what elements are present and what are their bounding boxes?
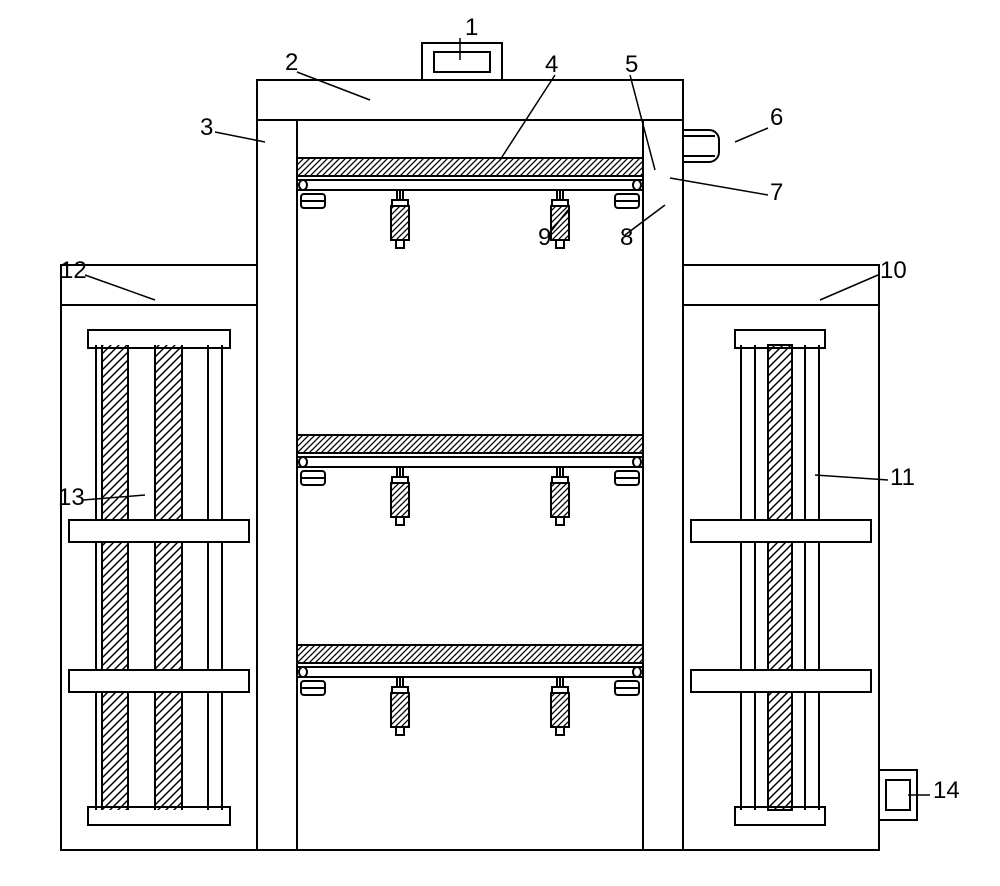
left-bar-hatch [102, 345, 128, 810]
shelf-plate [297, 158, 643, 176]
left-crossbar [69, 670, 249, 692]
shelf-plate [297, 645, 643, 663]
shelf-bar [297, 180, 643, 190]
label-14: 14 [933, 777, 960, 804]
right-crossbar [691, 670, 871, 692]
label-10: 10 [880, 257, 907, 284]
hanger-body [391, 206, 409, 240]
hanger-body [391, 693, 409, 727]
bottom-right-inner [886, 780, 910, 810]
label-3: 3 [200, 114, 213, 141]
hanger-body [551, 693, 569, 727]
leader-line-6 [735, 128, 768, 142]
label-4: 4 [545, 51, 558, 78]
hanger-tip [396, 727, 404, 735]
hanger-tip [556, 727, 564, 735]
leader-line-4 [500, 75, 555, 160]
leader-line-7 [670, 178, 768, 195]
label-2: 2 [285, 49, 298, 76]
label-8: 8 [620, 224, 633, 251]
right-crossbar [691, 520, 871, 542]
label-7: 7 [770, 179, 783, 206]
label-6: 6 [770, 104, 783, 131]
left-bar-hatch [155, 345, 182, 810]
shelf-bar [297, 457, 643, 467]
side-unit [683, 130, 719, 162]
left-crossbar [69, 520, 249, 542]
main-cabinet-outer [257, 80, 683, 850]
label-12: 12 [60, 257, 87, 284]
top-unit-inner [434, 52, 490, 72]
hanger-body [391, 483, 409, 517]
leader-line-2 [297, 72, 370, 100]
right-hatch-bar [768, 345, 792, 810]
hanger-body [551, 483, 569, 517]
label-5: 5 [625, 51, 638, 78]
label-1: 1 [465, 14, 478, 41]
label-13: 13 [58, 484, 85, 511]
shelf-plate [297, 435, 643, 453]
leader-line-10 [820, 275, 878, 300]
shelf-bar [297, 667, 643, 677]
hanger-tip [396, 517, 404, 525]
leader-line-11 [815, 475, 888, 480]
hanger-tip [396, 240, 404, 248]
label-11: 11 [890, 464, 915, 491]
technical-diagram: 1234567891011121314 [0, 0, 1000, 886]
hanger-tip [556, 240, 564, 248]
hanger-tip [556, 517, 564, 525]
label-9: 9 [538, 224, 551, 251]
leader-line-12 [85, 275, 155, 300]
